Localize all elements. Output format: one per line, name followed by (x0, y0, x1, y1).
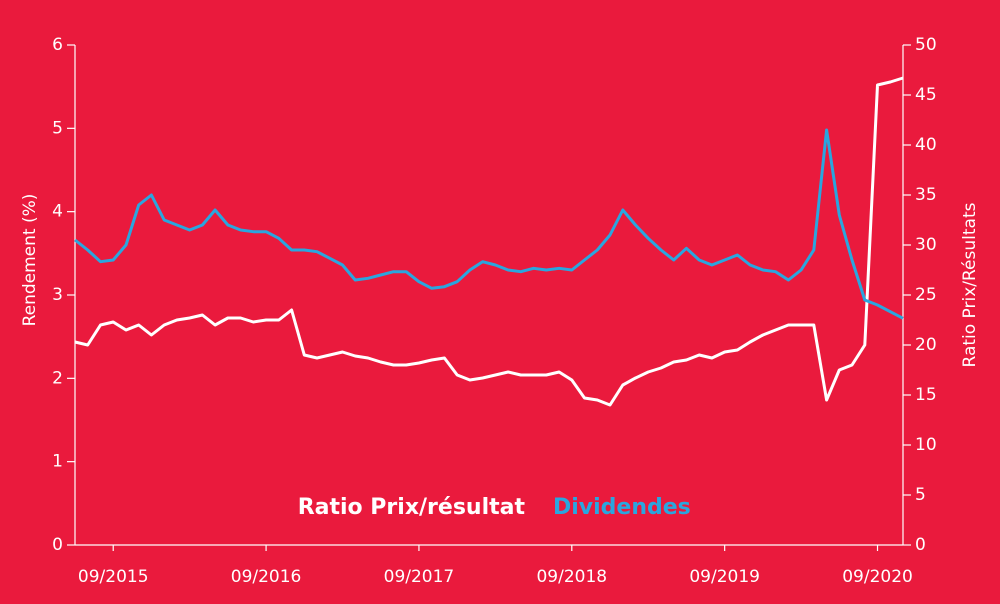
y2-tick-label: 5 (915, 485, 926, 505)
y2-tick-label: 35 (915, 185, 937, 205)
x-tick-label: 09/2016 (231, 567, 302, 587)
y2-tick-label: 30 (915, 235, 937, 255)
y-tick-label: 3 (52, 285, 63, 305)
x-tick-label: 09/2018 (536, 567, 607, 587)
y2-tick-label: 0 (915, 535, 926, 555)
y2-tick-label: 50 (915, 35, 937, 55)
y2-tick-label: 20 (915, 335, 937, 355)
y2-tick-label: 45 (915, 85, 937, 105)
legend-entry: Dividendes (553, 495, 691, 520)
x-tick-label: 09/2017 (384, 567, 455, 587)
y-tick-label: 2 (52, 368, 63, 388)
y-tick-label: 1 (52, 452, 63, 472)
y-axis-label: Rendement (%) (20, 194, 40, 327)
y2-axis-label: Ratio Prix/Résultats (960, 202, 980, 367)
y-tick-label: 5 (52, 118, 63, 138)
x-tick-label: 09/2020 (842, 567, 913, 587)
legend-entry: Ratio Prix/résultat (298, 495, 526, 520)
y-tick-label: 0 (52, 535, 63, 555)
y2-tick-label: 40 (915, 135, 937, 155)
x-tick-label: 09/2019 (689, 567, 760, 587)
y2-tick-label: 10 (915, 435, 937, 455)
y2-tick-label: 15 (915, 385, 937, 405)
y2-tick-label: 25 (915, 285, 937, 305)
x-tick-label: 09/2015 (78, 567, 149, 587)
series-line (74, 76, 904, 407)
y-tick-label: 6 (52, 35, 63, 55)
y-tick-label: 4 (52, 202, 63, 222)
series-line (74, 128, 904, 320)
